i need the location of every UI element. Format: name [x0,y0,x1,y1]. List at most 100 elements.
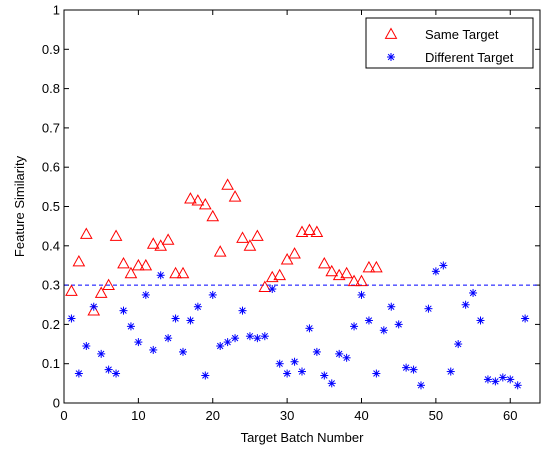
point-different-target [342,353,351,362]
point-same-target [109,229,123,241]
x-tick-label: 30 [280,408,294,423]
point-different-target [298,367,306,376]
x-tick-label: 40 [354,408,368,423]
point-different-target [327,379,336,388]
point-same-target [198,198,212,210]
point-different-target [223,338,232,347]
legend-marker-different-target [387,53,395,61]
point-different-target [312,347,321,356]
x-axis-label: Target Batch Number [241,430,365,445]
point-different-target [156,271,165,280]
point-different-target [491,377,500,386]
point-different-target [409,365,418,374]
y-tick-label: 0.3 [42,278,60,293]
point-different-target [201,371,210,380]
point-same-target [132,258,145,271]
point-different-target [208,290,217,299]
point-different-target [260,332,269,341]
point-same-target [72,254,86,267]
point-same-target [288,247,301,259]
point-different-target [89,302,98,311]
point-different-target [439,261,448,270]
y-tick-label: 1 [53,3,60,18]
point-different-target [283,369,292,378]
point-same-target [295,225,309,237]
point-same-target [228,190,242,202]
point-same-target [161,233,175,245]
point-different-target [364,316,373,325]
y-tick-label: 0.1 [42,356,60,371]
point-different-target [483,375,492,384]
point-different-target [305,324,314,333]
point-different-target [97,349,106,358]
y-tick-label: 0.7 [42,120,60,135]
point-different-target [149,345,158,354]
point-different-target [402,363,411,372]
point-same-target [303,223,316,235]
point-different-target [372,369,381,378]
y-tick-label: 0.8 [42,81,60,96]
point-different-target [275,359,284,368]
y-tick-label: 0.9 [42,42,60,57]
point-different-target [74,369,83,378]
data-points [65,178,530,390]
point-same-target [184,192,197,204]
point-same-target [102,278,115,290]
legend: Same Target Different Target [365,17,534,69]
legend-label-same-target: Same Target [425,27,499,42]
point-same-target [94,286,108,298]
point-different-target [506,375,515,384]
point-different-target [216,342,225,351]
point-same-target [236,231,249,243]
point-different-target [238,306,247,315]
y-tick-label: 0 [53,396,60,411]
point-same-target [340,266,353,279]
point-different-target [193,302,202,311]
legend-asterisk-icon [387,53,395,61]
point-different-target [141,290,150,299]
legend-marker-same-target [384,27,398,39]
x-tick-label: 60 [503,408,517,423]
point-different-target [67,314,76,323]
point-different-target [469,288,478,297]
point-same-target [124,266,138,279]
point-different-target [476,316,485,325]
point-different-target [134,338,143,347]
x-tick-label: 0 [60,408,67,423]
point-same-target [169,266,182,279]
x-tick-label: 50 [429,408,443,423]
point-different-target [431,267,440,276]
point-different-target [253,334,262,343]
point-same-target [355,274,368,287]
axis-ticks: 0 10 20 30 40 50 60 0 0.1 0.2 0.3 0.4 0.5 0.6 0.7 0.8 0.… [42,3,540,423]
point-different-target [446,367,455,376]
point-different-target [387,302,396,311]
point-same-target [213,245,227,257]
point-different-target [112,369,121,378]
y-tick-label: 0.6 [42,160,60,175]
point-same-target [117,256,130,269]
point-different-target [320,371,329,380]
point-different-target [521,314,530,323]
y-tick-label: 0.5 [42,199,60,214]
point-same-target [362,260,376,273]
point-same-target [79,227,93,239]
point-same-target [317,256,331,269]
y-tick-label: 0.4 [42,238,60,253]
legend-triangle-icon [384,27,398,39]
point-different-target [454,340,463,349]
point-different-target [461,300,470,309]
point-different-target [179,347,187,356]
point-same-target [347,274,361,287]
point-different-target [379,326,388,335]
point-same-target [139,258,153,271]
x-tick-label: 10 [131,408,145,423]
point-same-target [176,266,190,279]
point-different-target [350,322,359,331]
point-different-target [126,322,135,331]
point-same-target [265,270,279,283]
plot-frame [63,9,541,404]
point-same-target [206,209,220,222]
point-different-target [231,334,240,343]
point-different-target [82,342,91,351]
